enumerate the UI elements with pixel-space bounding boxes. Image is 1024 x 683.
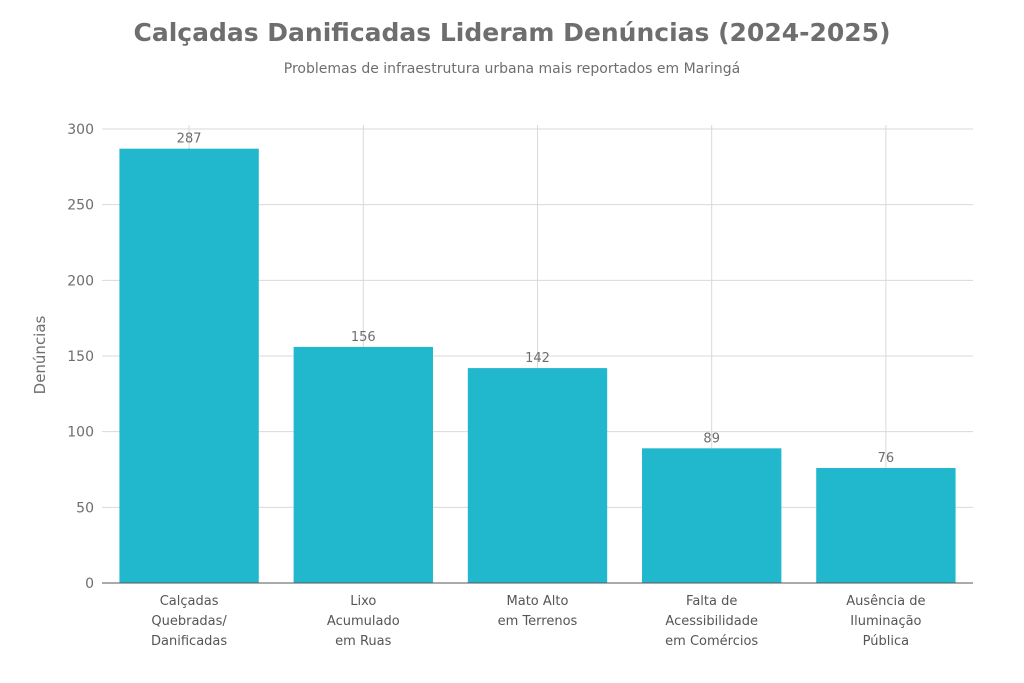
bar-value-label: 76 — [878, 451, 895, 466]
x-axis: Calçadas Quebradas/Danificadas Lixo Acumula… — [102, 582, 973, 649]
chart-subtitle: Problemas de infraestrutura urbana mais … — [283, 61, 741, 77]
y-tick-label: 300 — [67, 122, 94, 138]
bar-value-label: 89 — [703, 431, 720, 446]
bar — [642, 448, 782, 583]
y-tick-label: 250 — [67, 198, 94, 214]
bar-value-label: 142 — [525, 351, 550, 366]
bar — [467, 368, 608, 583]
bar — [816, 467, 956, 583]
x-category-label: Mato Alto em Terrenos — [498, 594, 578, 629]
chart-title: Calçadas Danificadas Lideram Denúncias (… — [133, 18, 891, 47]
y-tick-label: 50 — [76, 500, 94, 516]
y-axis: 0 50 100 150 200 250 300 — [67, 122, 94, 592]
x-category-label: Calçadas Quebradas/Danificadas — [151, 594, 227, 649]
y-tick-label: 200 — [67, 273, 94, 289]
y-tick-label: 0 — [85, 576, 94, 592]
x-category-label: Falta de Acessibilidade em Comércios — [665, 594, 758, 649]
bars: 287 156 142 89 76 — [119, 132, 956, 583]
y-axis-title: Denúncias — [31, 315, 49, 394]
x-category-label: Lixo Acumulado em Ruas — [327, 594, 400, 649]
y-tick-label: 100 — [67, 425, 94, 441]
bar — [293, 346, 433, 583]
bar — [119, 148, 259, 583]
bar-value-label: 287 — [177, 132, 202, 147]
y-tick-label: 150 — [67, 349, 94, 365]
x-category-label: Ausência de Iluminação Pública — [846, 594, 925, 649]
bar-value-label: 156 — [351, 330, 376, 345]
